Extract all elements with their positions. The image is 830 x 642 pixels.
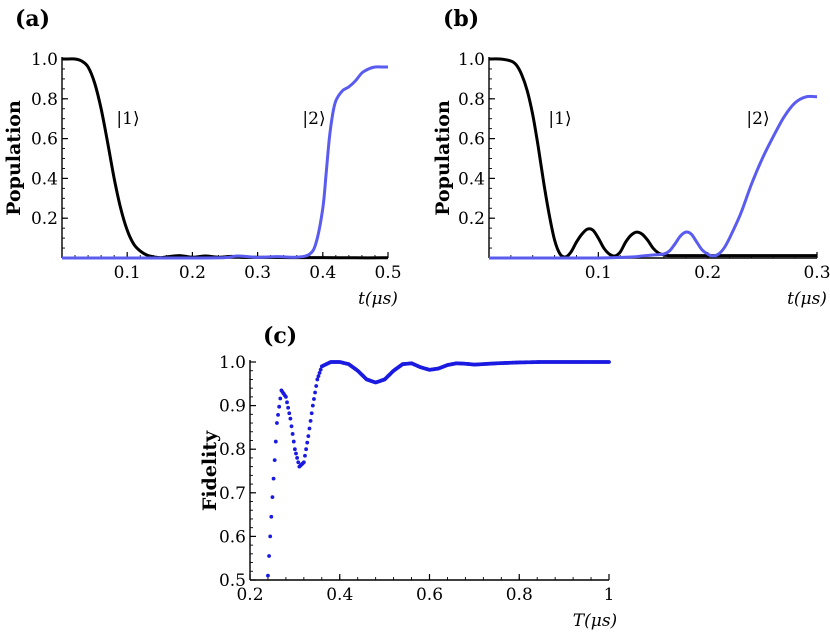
fidelity-point <box>273 439 278 444</box>
fidelity-point <box>269 514 274 519</box>
y-tick-label: 0.8 <box>458 90 485 110</box>
fidelity-point <box>285 400 289 405</box>
fidelity-point <box>296 460 301 465</box>
fidelity-point <box>288 416 293 421</box>
series-state2-line <box>488 94 818 260</box>
y-tick-label: 0.6 <box>219 527 246 547</box>
fidelity-point <box>317 371 322 375</box>
fidelity-point <box>314 384 319 388</box>
y-tick-label: 1.0 <box>219 353 246 373</box>
fidelity-point <box>318 367 323 372</box>
y-tick-label: 0.4 <box>31 169 58 189</box>
fidelity-point <box>278 396 283 401</box>
y-axis-title: Population <box>3 100 25 216</box>
fidelity-point <box>292 447 297 452</box>
fidelity-point <box>303 453 307 458</box>
fidelity-point <box>309 411 314 416</box>
x-axis-title: T(μs) <box>573 611 617 631</box>
series-state1-line <box>488 57 817 259</box>
x-tick-label: 0.2 <box>694 263 721 283</box>
chart-panel-2: (b) 0.1 0.2 0.3 0.2 0.4 0.6 0.8 1.0 Population t(μ… <box>432 6 830 309</box>
fidelity-point <box>290 432 295 436</box>
fidelity-point <box>312 397 316 401</box>
panel-label: (a) <box>15 6 50 32</box>
y-tick-label: 0.6 <box>31 130 58 150</box>
fidelity-point <box>315 377 320 382</box>
fidelity-point <box>313 390 317 395</box>
fidelity-point <box>289 424 294 429</box>
y-tick-label: 0.9 <box>219 397 246 417</box>
fidelity-point <box>310 403 315 408</box>
series-state2-line <box>61 65 388 260</box>
x-tick-label: 1 <box>604 585 615 605</box>
fidelity-point <box>294 451 298 456</box>
panel-label: (b) <box>443 6 479 32</box>
fidelity-point <box>304 447 308 452</box>
fidelity-point <box>268 534 273 539</box>
y-axis-title: Fidelity <box>199 430 221 511</box>
y-tick-label: 1.0 <box>458 50 485 70</box>
fidelity-point <box>287 411 292 416</box>
fidelity-point <box>276 412 280 417</box>
fidelity-point <box>272 458 277 462</box>
x-tick-label: 0.4 <box>309 263 336 283</box>
fidelity-point <box>301 460 306 465</box>
x-tick-label: 0.6 <box>416 585 443 605</box>
y-axis-title: Population <box>432 100 454 216</box>
fidelity-point <box>277 404 282 409</box>
y-tick-label: 0.5 <box>219 571 246 591</box>
fidelity-point <box>270 495 275 500</box>
fidelity-point <box>266 573 270 578</box>
chart-panel-1: (a) 0.1 0.2 0.3 0.4 0.5 0.2 0.4 0.6 0.8 1.0 Populat… <box>3 6 402 309</box>
state2-label: |2⟩ <box>746 109 769 129</box>
x-tick-label: 0.3 <box>803 263 830 283</box>
y-tick-label: 0.7 <box>219 484 246 504</box>
series-state1-line <box>62 57 389 260</box>
fidelity-point <box>275 421 279 425</box>
x-tick-label: 0.5 <box>374 263 401 283</box>
y-tick-label: 0.6 <box>458 130 485 150</box>
x-tick-label: 0.1 <box>585 263 612 283</box>
y-tick-label: 0.4 <box>458 169 485 189</box>
state2-label: |2⟩ <box>302 109 325 129</box>
fidelity-point <box>267 554 271 558</box>
fidelity-point <box>316 374 321 379</box>
state1-label: |1⟩ <box>116 109 139 129</box>
y-tick-label: 0.2 <box>458 209 485 229</box>
fidelity-point <box>607 360 611 364</box>
x-axis-title: t(μs) <box>787 289 827 309</box>
fidelity-point <box>291 439 296 444</box>
x-tick-label: 0.2 <box>179 263 206 283</box>
fidelity-point <box>307 426 312 431</box>
y-tick-label: 0.8 <box>219 440 246 460</box>
y-tick-label: 0.2 <box>31 209 58 229</box>
panel-label: (c) <box>263 323 297 349</box>
x-tick-label: 0.1 <box>114 263 141 283</box>
x-tick-label: 0.3 <box>244 263 271 283</box>
fidelity-point <box>308 418 313 423</box>
fidelity-point <box>306 434 311 439</box>
x-tick-label: 0.4 <box>326 585 353 605</box>
fidelity-point <box>271 476 276 481</box>
fidelity-point <box>284 394 288 399</box>
fidelity-point <box>286 405 291 410</box>
y-tick-label: 0.8 <box>31 90 58 110</box>
x-tick-label: 0.2 <box>236 585 263 605</box>
fidelity-point <box>305 440 310 445</box>
x-axis-title: t(μs) <box>358 289 398 309</box>
y-tick-label: 1.0 <box>31 50 58 70</box>
fidelity-point <box>295 456 300 460</box>
state1-label: |1⟩ <box>548 109 571 129</box>
chart-panel-3: (c) 0.2 0.4 0.6 0.8 1 0.5 0.6 0.7 0.8 0.9 1.0 Fideli… <box>199 323 617 631</box>
x-tick-label: 0.8 <box>506 585 533 605</box>
